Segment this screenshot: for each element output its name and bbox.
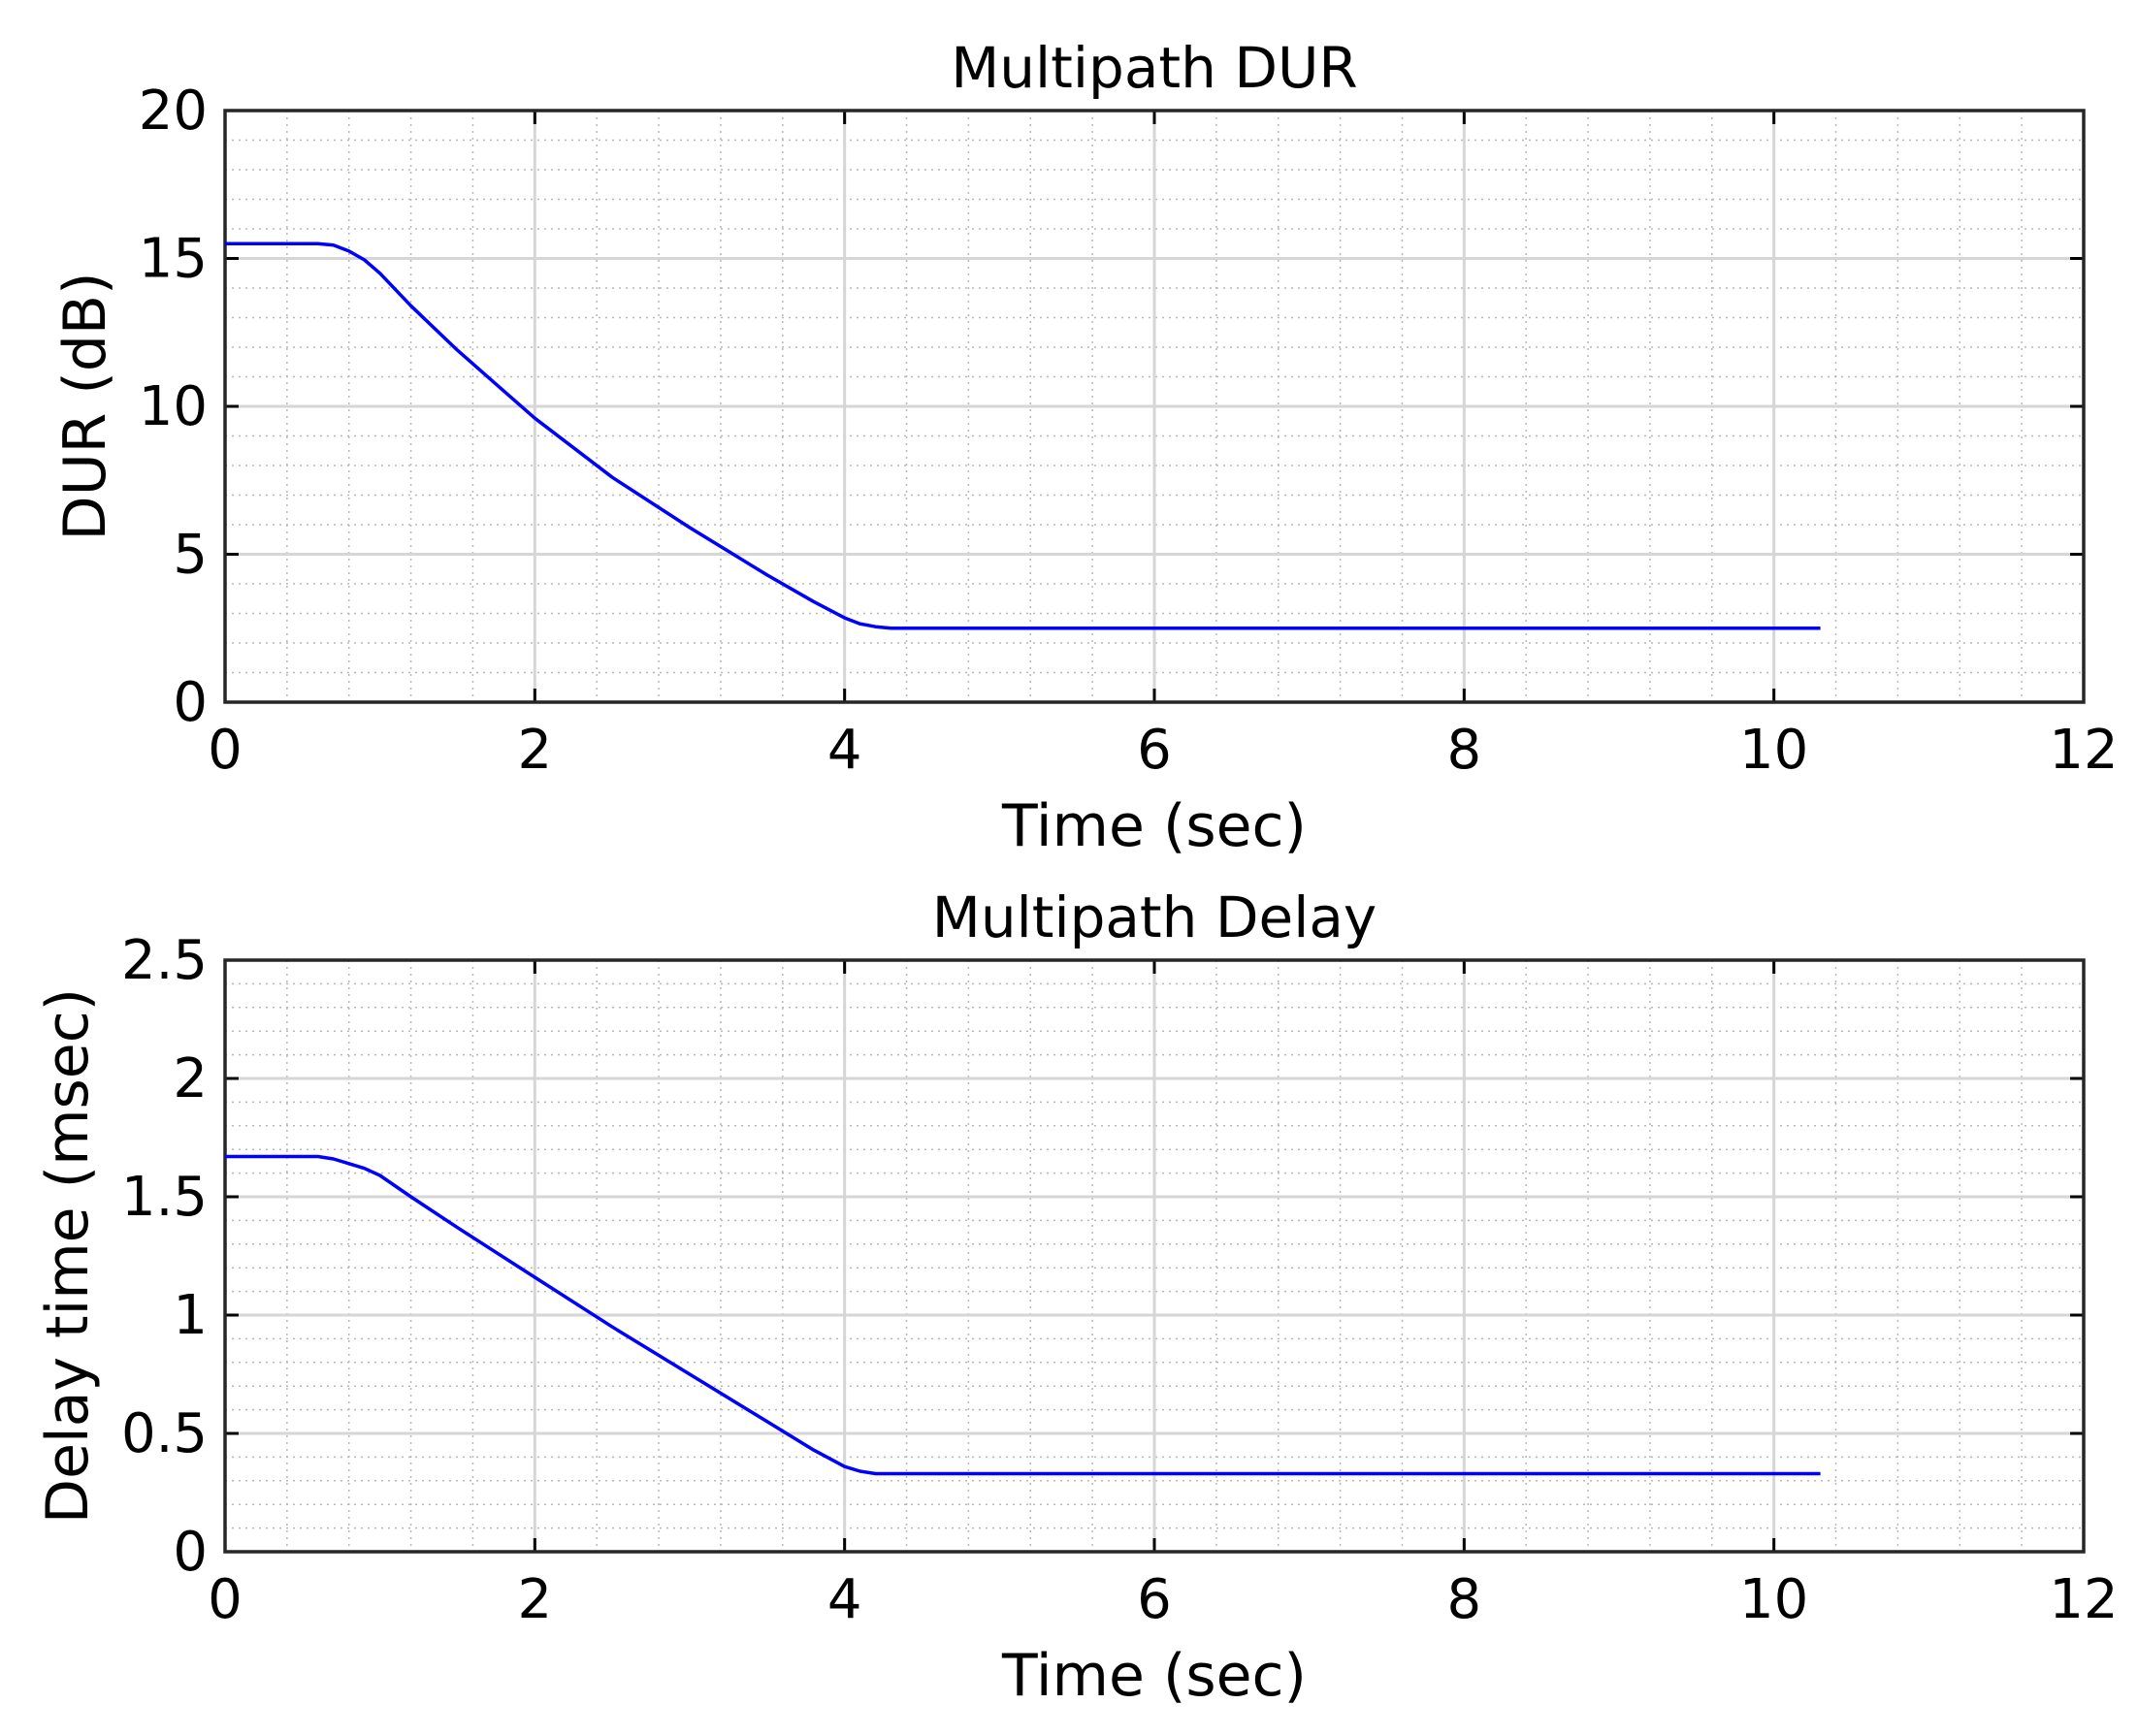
chart-2-y-tick-label-2: 2	[173, 1047, 208, 1110]
delay-chart-panel: 0 2 4 6 8 10 12 0 0.5 1 1.5 2 2.5 Multipath Delay Time…	[34, 884, 2119, 1710]
chart-2-x-tick-label-6: 6	[1137, 1568, 1172, 1631]
chart-2-y-axis-label: Delay time (msec)	[34, 988, 102, 1524]
chart-1-x-tick-label-0: 0	[208, 719, 243, 782]
dur-chart-panel: 0 2 4 6 8 10 12 0 5 10 15 20 Multipath DUR Time (sec)…	[51, 35, 2119, 860]
chart-2-x-tick-label-10: 10	[1739, 1568, 1808, 1631]
chart-1-x-axis-label: Time (sec)	[1001, 792, 1307, 860]
chart-1-axes-box	[223, 109, 2086, 704]
chart-1-x-tick-label-10: 10	[1739, 719, 1808, 782]
chart-2-x-tick-label-8: 8	[1447, 1568, 1482, 1631]
chart-2-x-tick-label-2: 2	[518, 1568, 553, 1631]
chart-1-x-tick-label-8: 8	[1447, 719, 1482, 782]
chart-1-x-tick-label-6: 6	[1137, 719, 1172, 782]
chart-2-y-tick-label-0: 0	[173, 1521, 208, 1584]
chart-2-axes-box	[223, 958, 2086, 1554]
chart-1-x-tick-label-12: 12	[2049, 719, 2118, 782]
chart-1-y-tick-label-20: 20	[139, 80, 208, 143]
chart-2-y-tick-label-2-5: 2.5	[121, 929, 208, 992]
chart-2-series-line-1	[225, 1154, 1821, 1476]
chart-2-y-tick-label-1-5: 1.5	[121, 1166, 208, 1229]
chart-2-y-tick-label-1: 1	[173, 1284, 208, 1347]
chart-1-title: Multipath DUR	[951, 35, 1357, 101]
chart-1-y-tick-label-0: 0	[173, 671, 208, 734]
chart-1-series-line-1	[225, 241, 1821, 630]
chart-1-y-tick-label-10: 10	[139, 375, 208, 438]
chart-2-x-tick-label-12: 12	[2049, 1568, 2118, 1631]
chart-1-y-tick-label-15: 15	[139, 228, 208, 291]
chart-1-y-tick-label-5: 5	[173, 524, 208, 587]
chart-2-x-axis-label: Time (sec)	[1001, 1642, 1307, 1710]
chart-1-x-tick-label-2: 2	[518, 719, 553, 782]
chart-1-x-tick-label-4: 4	[827, 719, 862, 782]
chart-2-x-tick-label-0: 0	[208, 1568, 243, 1631]
chart-1-y-axis-label: DUR (dB)	[51, 273, 119, 541]
chart-2-y-tick-label-0-5: 0.5	[121, 1402, 208, 1465]
chart-2-x-tick-label-4: 4	[827, 1568, 862, 1631]
chart-2-title: Multipath Delay	[932, 884, 1377, 950]
